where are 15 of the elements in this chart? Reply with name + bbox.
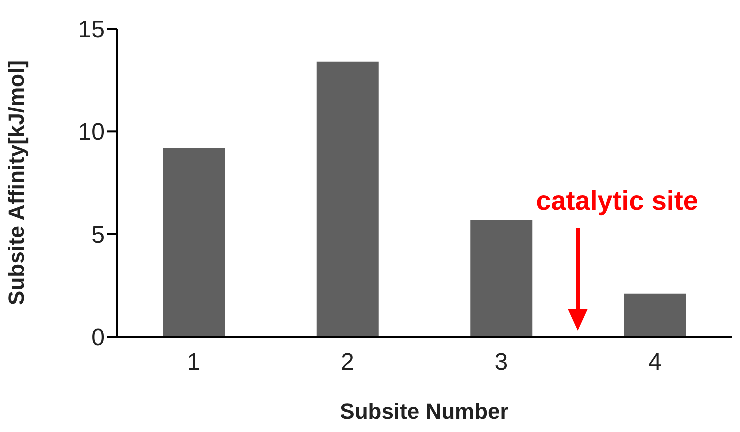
bar (163, 148, 226, 337)
y-axis-title: Subsite Affinity[kJ/mol] (4, 60, 29, 306)
y-tick-label: 10 (78, 119, 105, 146)
x-axis-title: Subsite Number (340, 399, 510, 424)
x-tick-label: 2 (340, 349, 354, 376)
y-tick-label: 5 (92, 222, 105, 249)
y-tick-label: 15 (78, 16, 105, 44)
x-tick-label: 1 (187, 349, 201, 376)
bar (624, 294, 686, 337)
x-tick-label: 3 (494, 349, 508, 376)
bar (316, 62, 379, 337)
x-tick-label: 4 (648, 349, 662, 376)
bar (470, 220, 533, 337)
annotation: catalytic site (536, 186, 698, 217)
y-tick-label: 0 (92, 324, 105, 352)
